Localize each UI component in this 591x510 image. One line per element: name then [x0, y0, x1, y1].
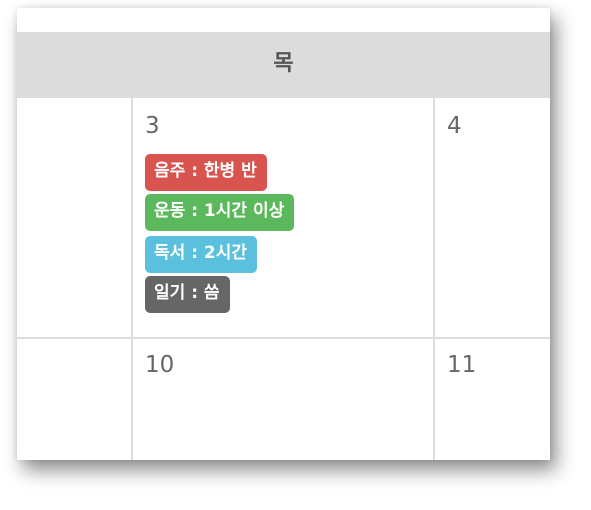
weekday-header-row: 목	[17, 32, 550, 98]
day-number-4[interactable]: 4	[447, 113, 462, 139]
calendar-month-view: 목 3 4 10 11 음주 : 한병 반 운동 : 1시간 이상 독서 : 2…	[17, 8, 550, 460]
day-number-3[interactable]: 3	[145, 113, 160, 139]
row-divider	[17, 337, 550, 339]
column-divider	[433, 98, 435, 460]
day-number-11[interactable]: 11	[447, 352, 477, 378]
event-diary[interactable]: 일기 : 씀	[145, 276, 230, 313]
event-reading[interactable]: 독서 : 2시간	[145, 236, 258, 273]
column-divider	[131, 98, 133, 460]
event-drinking[interactable]: 음주 : 한병 반	[145, 154, 267, 191]
day-number-10[interactable]: 10	[145, 352, 175, 378]
event-exercise[interactable]: 운동 : 1시간 이상	[145, 194, 295, 231]
weekday-header-thursday: 목	[273, 51, 294, 76]
